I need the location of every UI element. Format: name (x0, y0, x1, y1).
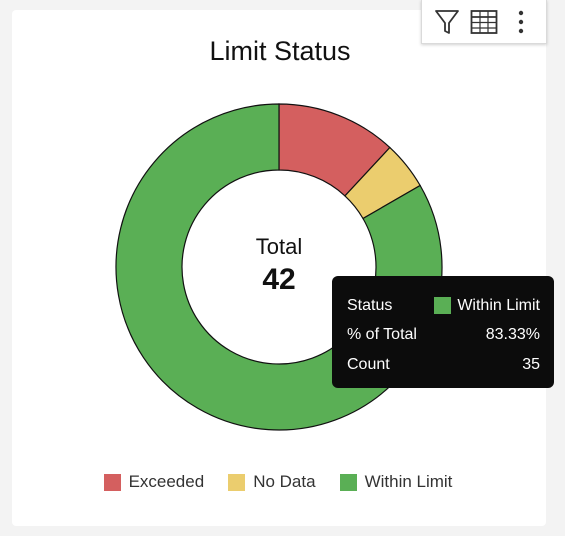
legend-label: Within Limit (364, 472, 453, 491)
tooltip-status-label: Status (347, 296, 393, 314)
tooltip-count-label: Count (347, 355, 390, 373)
chart-tooltip: Status Within Limit % of Total 83.33% Co… (332, 276, 554, 388)
chart-title: Limit Status (209, 36, 351, 66)
legend-item-within-limit[interactable]: Within Limit (339, 472, 453, 492)
more-options-button[interactable] (506, 7, 536, 37)
table-view-button[interactable] (469, 7, 499, 37)
legend-label: Exceeded (128, 472, 205, 491)
tooltip-status-value: Within Limit (457, 296, 540, 314)
filter-icon (434, 9, 459, 34)
legend-label: No Data (253, 472, 316, 491)
table-icon (470, 9, 498, 34)
chart-card (12, 10, 546, 526)
legend-item-no-data[interactable]: No Data (228, 472, 316, 492)
tooltip-count-value: 35 (522, 355, 540, 373)
donut-center-label: Total (255, 234, 303, 259)
donut-center-value: 42 (262, 263, 296, 296)
tooltip-row-count: Count 35 (347, 350, 540, 380)
tooltip-percent-value: 83.33% (485, 326, 540, 344)
legend-item-exceeded[interactable]: Exceeded (103, 472, 205, 492)
legend-swatch (228, 473, 246, 491)
chart-toolbar (421, 0, 547, 44)
legend-swatch (103, 473, 121, 491)
tooltip-percent-label: % of Total (347, 326, 417, 344)
chart-legend: Exceeded No Data Within Limit (0, 472, 556, 492)
more-vertical-icon (519, 10, 524, 33)
legend-swatch (339, 473, 357, 491)
tooltip-status-swatch (434, 297, 452, 315)
tooltip-row-status: Status Within Limit (347, 291, 540, 321)
tooltip-row-percent: % of Total 83.33% (347, 321, 540, 351)
filter-button[interactable] (432, 7, 462, 37)
